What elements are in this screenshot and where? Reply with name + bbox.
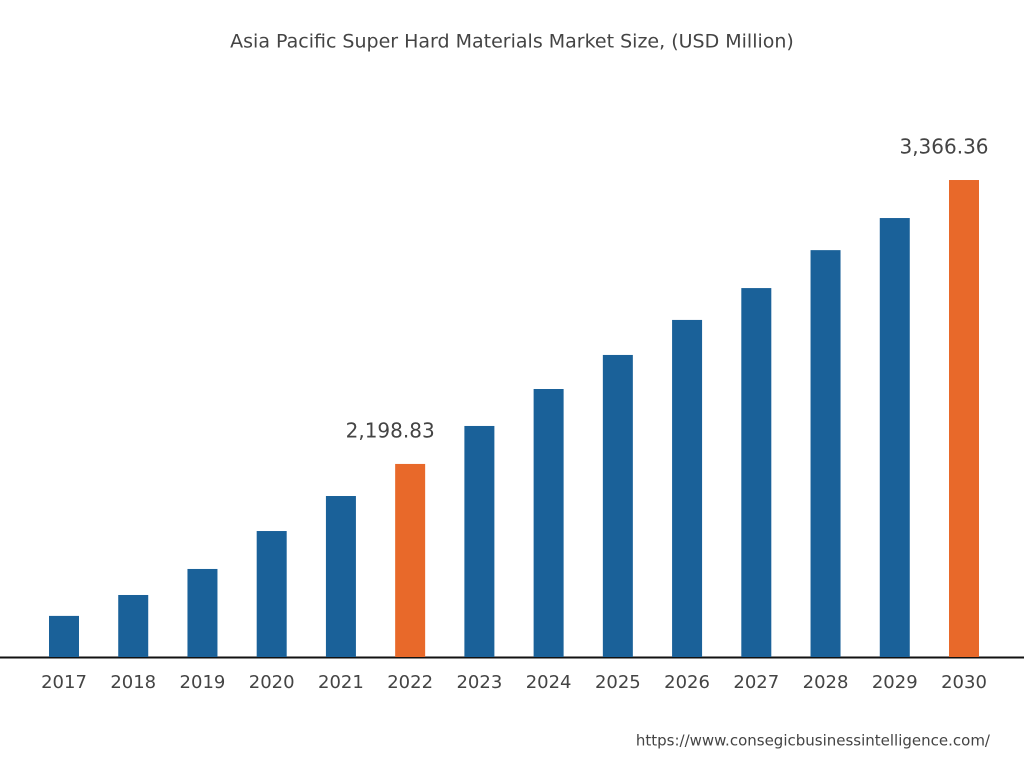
x-tick-label: 2022 xyxy=(387,672,433,693)
x-tick-label: 2028 xyxy=(803,672,849,693)
bar xyxy=(325,496,356,657)
x-tick-label: 2018 xyxy=(110,672,156,693)
source-note: https://www.consegicbusinessintelligence… xyxy=(636,732,991,750)
x-tick-label: 2020 xyxy=(249,672,295,693)
bar xyxy=(949,180,979,657)
x-tick-label: 2024 xyxy=(526,672,572,693)
x-tick-label: 2027 xyxy=(733,672,779,693)
x-tick-label: 2019 xyxy=(180,672,226,693)
x-tick-label: 2025 xyxy=(595,672,641,693)
bar xyxy=(879,218,910,657)
x-tick-label: 2030 xyxy=(941,672,987,693)
bar xyxy=(187,568,218,657)
bar xyxy=(395,463,426,657)
value-label: 3,366.36 xyxy=(899,135,988,159)
x-tick-label: 2021 xyxy=(318,672,364,693)
bar xyxy=(533,389,564,657)
bar xyxy=(118,594,149,657)
bar xyxy=(741,288,772,657)
x-tick-label: 2029 xyxy=(872,672,918,693)
x-tick-label: 2017 xyxy=(41,672,87,693)
value-label: 2,198.83 xyxy=(346,418,435,442)
bar xyxy=(464,425,495,657)
bar xyxy=(602,354,633,657)
bar xyxy=(810,250,841,657)
x-tick-label: 2026 xyxy=(664,672,710,693)
x-tick-label: 2023 xyxy=(456,672,502,693)
bar xyxy=(49,615,79,657)
bar xyxy=(672,319,703,657)
bar xyxy=(256,531,287,657)
chart-title: Asia Pacific Super Hard Materials Market… xyxy=(230,31,794,53)
